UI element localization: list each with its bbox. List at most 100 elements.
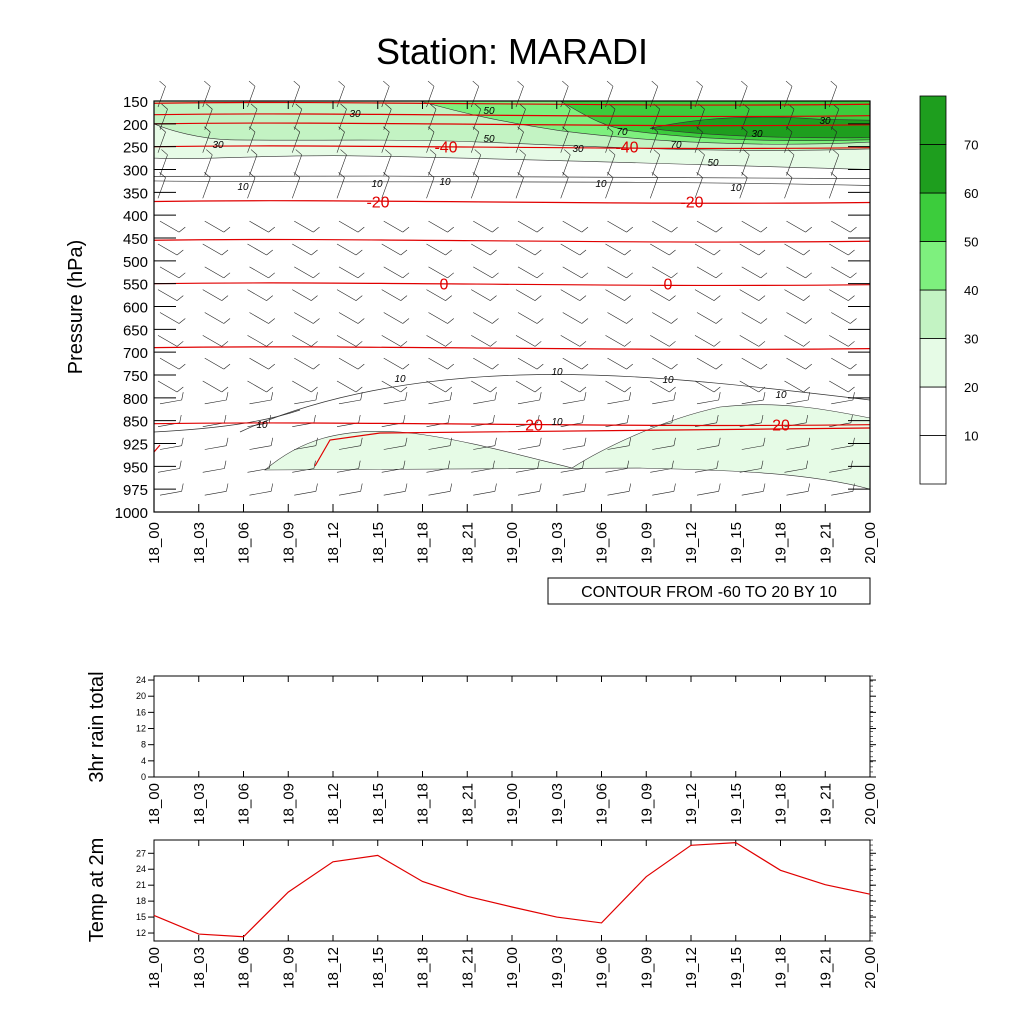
wind-barb: [741, 266, 761, 279]
wind-barb: [247, 177, 256, 199]
wind-barb-flag: [807, 483, 811, 492]
wind-barb: [157, 289, 178, 301]
wind-barb: [649, 131, 659, 153]
wind-barb: [338, 491, 361, 496]
wind-barb-flag: [360, 392, 363, 401]
wind-barb: [428, 357, 448, 370]
wind-barb: [471, 380, 491, 393]
wind-barb-flag: [295, 149, 302, 156]
wind-barb-flag: [718, 437, 721, 446]
wind-barb: [381, 335, 401, 347]
y-tick-label: 15: [136, 912, 146, 922]
wind-barb-flag: [313, 363, 320, 370]
wind-barb-flag: [490, 295, 497, 301]
wind-barb-flag: [669, 249, 676, 256]
wind-barb: [204, 154, 213, 176]
wind-barb-flag: [226, 483, 229, 492]
wind-barb: [291, 177, 301, 199]
wind-barb-flag: [313, 318, 320, 324]
wind-barb-flag: [539, 437, 542, 446]
temperature-contour-label: 0: [664, 277, 673, 294]
wind-barb-flag: [761, 414, 764, 423]
wind-barb: [159, 154, 168, 176]
wind-barb-flag: [250, 149, 258, 156]
wind-barb-flag: [358, 414, 361, 423]
wind-barb: [292, 335, 312, 347]
wind-barb-flag: [562, 172, 569, 178]
wind-barb: [247, 468, 270, 473]
pressure-tick-label: 150: [123, 94, 148, 111]
wind-barb: [560, 131, 569, 153]
wind-barb-flag: [490, 386, 497, 393]
wind-barb-flag: [698, 149, 705, 156]
wind-barb: [831, 220, 851, 233]
wind-barb-flag: [805, 414, 809, 423]
wind-barb: [784, 177, 793, 199]
wind-barb: [383, 491, 406, 496]
wind-barb: [428, 491, 451, 496]
wind-barb-flag: [718, 483, 721, 492]
wind-barb: [426, 468, 449, 473]
wind-barb-flag: [673, 483, 676, 492]
wind-barb: [696, 109, 705, 130]
wind-barb-flag: [671, 272, 678, 279]
wind-barb: [562, 154, 571, 176]
wind-barb-flag: [852, 437, 855, 446]
temperature-contour: [153, 145, 871, 150]
colorbar-label: 40: [964, 283, 978, 298]
wind-barb: [515, 131, 524, 153]
wind-barb-flag: [402, 318, 410, 324]
wind-barb-flag: [383, 172, 390, 178]
wind-barb: [470, 177, 480, 199]
temperature-contour-label: -20: [680, 194, 703, 211]
wind-barb-flag: [226, 392, 229, 401]
wind-barb: [652, 312, 672, 324]
wind-barb-flag: [445, 295, 452, 301]
wind-barb: [157, 468, 180, 473]
wind-barb-flag: [313, 460, 316, 469]
wind-barb-flag: [671, 318, 678, 324]
wind-barb: [204, 109, 213, 130]
rain-axis-label: 3hr rain total: [86, 671, 108, 782]
wind-barb-flag: [429, 149, 437, 156]
wind-barb: [652, 399, 674, 405]
x-tick-label: 19_21: [817, 783, 834, 825]
x-tick-label: 19_09: [638, 947, 655, 989]
wind-barb: [381, 131, 390, 153]
wind-barb: [517, 491, 540, 496]
wind-barb: [652, 445, 674, 450]
x-tick-label: 19_09: [638, 783, 655, 825]
wind-barb: [786, 220, 806, 233]
x-tick-label: 19_15: [728, 947, 745, 989]
wind-barb-flag: [204, 126, 211, 133]
colorbar: 10 20 30 40 50 60 70: [919, 95, 978, 485]
wind-barb-flag: [758, 341, 766, 347]
wind-barb: [741, 154, 750, 176]
wind-barb: [607, 445, 630, 450]
wind-barb-flag: [311, 295, 318, 301]
wind-barb: [828, 86, 838, 108]
wind-barb-flag: [338, 172, 345, 178]
shaded-contour-label: 50: [483, 106, 495, 117]
cross-section-panel: -40 -40 -20 -20 0 0 20 20 30 50 30 50 70 70 30 30 50 30 10…: [65, 80, 879, 605]
wind-barb: [473, 445, 495, 450]
wind-barb-flag: [270, 392, 274, 401]
wind-barb-flag: [517, 80, 524, 87]
wind-barb-flag: [490, 341, 497, 347]
wind-barb: [204, 266, 224, 279]
wind-barb-flag: [582, 414, 585, 423]
wind-barb-flag: [534, 341, 542, 347]
wind-barb: [741, 399, 764, 405]
wind-barb: [828, 131, 838, 153]
y-tick-label: 16: [136, 707, 146, 717]
wind-barb: [247, 86, 256, 108]
wind-barb-flag: [223, 318, 231, 324]
wind-barb: [694, 335, 715, 347]
wind-barb: [831, 399, 853, 405]
wind-barb-flag: [447, 414, 451, 423]
wind-barb: [202, 86, 211, 108]
x-tick-label: 19_00: [504, 947, 521, 989]
x-tick-label: 18_18: [415, 783, 432, 825]
wind-barb-flag: [447, 318, 454, 324]
wind-barb-flag: [449, 392, 453, 401]
